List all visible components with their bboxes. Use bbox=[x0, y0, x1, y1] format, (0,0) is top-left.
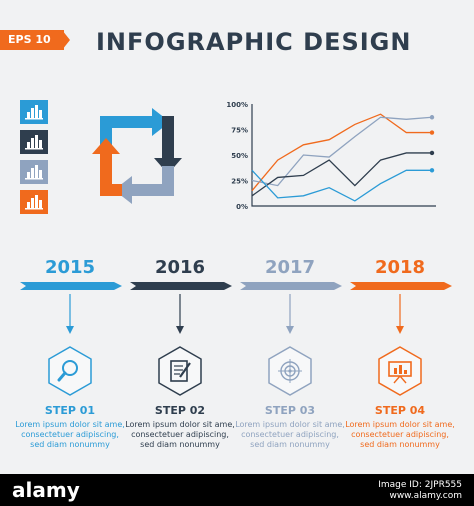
series-end-point bbox=[429, 168, 435, 173]
chart-tile bbox=[20, 100, 48, 124]
step-hexagon bbox=[268, 346, 312, 396]
down-arrow-icon bbox=[396, 294, 404, 334]
square-cycle-arrows-icon bbox=[92, 108, 182, 204]
step-title: STEP 02 bbox=[154, 404, 206, 417]
site-url: www.alamy.com bbox=[389, 491, 462, 501]
document-pen-icon bbox=[170, 360, 191, 382]
y-tick-label: 0% bbox=[236, 203, 248, 211]
magnifier-icon bbox=[57, 360, 78, 382]
step-description-line: Lorem ipsum dolor sit ame, bbox=[345, 420, 455, 429]
chart-axes bbox=[251, 104, 436, 207]
presentation-board-icon bbox=[388, 361, 412, 384]
y-tick-label: 75% bbox=[231, 127, 248, 135]
step-description-line: Lorem ipsum dolor sit ame, bbox=[235, 420, 345, 429]
line-chart: 100% 75% 50% 25% 0% bbox=[226, 101, 436, 211]
y-tick-label: 25% bbox=[231, 178, 248, 186]
timeline-arrow-band bbox=[20, 282, 122, 290]
cycle-arrow-navy bbox=[154, 116, 182, 174]
y-tick-label: 50% bbox=[231, 152, 248, 160]
step-description: Lorem ipsum dolor sit ame, consectetuer a… bbox=[235, 420, 345, 450]
y-tick-label: 100% bbox=[226, 101, 248, 109]
down-arrow-icon bbox=[66, 294, 74, 334]
series-line bbox=[251, 116, 433, 187]
footer-bar bbox=[0, 474, 474, 506]
eps-badge-tail bbox=[62, 30, 70, 50]
step-description-line: consectetuer adipiscing, bbox=[21, 430, 119, 439]
eps-badge: EPS 10 bbox=[0, 30, 64, 50]
series-end-point bbox=[429, 130, 435, 135]
step-title: STEP 03 bbox=[264, 404, 316, 417]
timeline-arrow-band bbox=[350, 282, 452, 290]
step-description-line: sed diam nonummy bbox=[30, 440, 110, 449]
series-end-point bbox=[429, 150, 435, 156]
series-line bbox=[251, 113, 432, 192]
step-description-line: sed diam nonummy bbox=[250, 440, 330, 449]
series-end-point bbox=[429, 115, 435, 120]
timeline-arrow-band bbox=[130, 282, 232, 290]
step-title: STEP 04 bbox=[374, 404, 426, 417]
bar-chart-icon bbox=[25, 195, 43, 210]
down-arrow-icon bbox=[176, 294, 184, 334]
chart-tile bbox=[20, 130, 48, 154]
step-description-line: consectetuer adipiscing, bbox=[241, 430, 339, 439]
series-line bbox=[251, 169, 432, 202]
down-arrow-icon bbox=[286, 294, 294, 334]
cycle-arrow-blue bbox=[100, 108, 170, 148]
footer-logo: alamy bbox=[12, 478, 80, 502]
step-description: Lorem ipsum dolor sit ame, consectetuer a… bbox=[345, 420, 455, 450]
bar-chart-icon bbox=[25, 135, 43, 150]
step-hexagon bbox=[378, 346, 422, 396]
step-description-line: consectetuer adipiscing, bbox=[351, 430, 449, 439]
cycle-arrow-orange bbox=[92, 138, 122, 196]
step-description-line: Lorem ipsum dolor sit ame, bbox=[125, 420, 235, 429]
step-hexagon bbox=[48, 346, 92, 396]
step-description-line: Lorem ipsum dolor sit ame, bbox=[15, 420, 125, 429]
bar-chart-icon bbox=[25, 165, 43, 180]
step-title: STEP 01 bbox=[44, 404, 96, 417]
cycle-arrow-grey bbox=[114, 166, 174, 204]
step-description-line: sed diam nonummy bbox=[360, 440, 440, 449]
timeline-year: 2017 bbox=[264, 257, 316, 278]
step-hexagon bbox=[158, 346, 202, 396]
page-title: INFOGRAPHIC DESIGN bbox=[96, 28, 412, 56]
step-description-line: sed diam nonummy bbox=[140, 440, 220, 449]
timeline-arrow-band bbox=[240, 282, 342, 290]
series-line bbox=[251, 152, 432, 197]
footer-id: Image ID: 2JPR555 www.alamy.com bbox=[378, 480, 462, 502]
chart-tile bbox=[20, 160, 48, 184]
target-icon bbox=[278, 359, 302, 383]
step-description: Lorem ipsum dolor sit ame, consectetuer a… bbox=[125, 420, 235, 450]
timeline-year: 2015 bbox=[44, 257, 96, 278]
bar-chart-icon bbox=[25, 105, 43, 120]
image-id: Image ID: 2JPR555 bbox=[378, 480, 462, 490]
timeline-year: 2016 bbox=[154, 257, 206, 278]
step-description: Lorem ipsum dolor sit ame, consectetuer a… bbox=[15, 420, 125, 450]
chart-tile bbox=[20, 190, 48, 214]
step-description-line: consectetuer adipiscing, bbox=[131, 430, 229, 439]
timeline-year: 2018 bbox=[374, 257, 426, 278]
